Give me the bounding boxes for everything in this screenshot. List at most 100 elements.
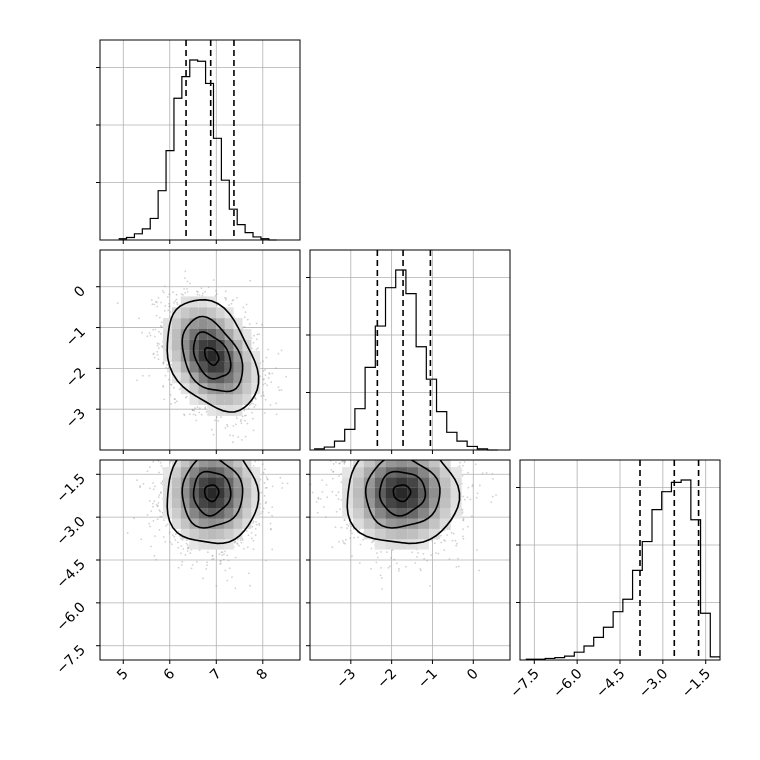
scatter-point <box>250 537 253 540</box>
density-cell <box>207 436 216 446</box>
scatter-point <box>186 539 188 542</box>
density-cell <box>207 508 216 519</box>
density-cell <box>242 383 252 395</box>
scatter-point <box>244 311 247 314</box>
scatter-point <box>269 404 272 406</box>
scatter-point <box>264 398 267 401</box>
scatter-point <box>226 554 229 557</box>
scatter-point <box>255 523 258 526</box>
density-cell <box>233 329 243 340</box>
scatter-point <box>167 366 170 369</box>
scatter-point <box>152 460 155 463</box>
scatter-point <box>265 476 268 478</box>
density-cell <box>233 318 243 329</box>
scatter-point <box>389 565 391 568</box>
density-cell <box>189 477 199 488</box>
scatter-point <box>263 482 266 484</box>
scatter-point <box>264 487 267 489</box>
scatter-point <box>160 345 163 348</box>
histogram-step <box>525 479 720 660</box>
scatter-point <box>191 409 194 412</box>
scatter-point <box>187 456 189 458</box>
scatter-point <box>197 418 199 420</box>
panel-frame <box>309 249 511 451</box>
scatter-point <box>232 441 234 444</box>
y-tick-label: −6.0 <box>53 599 88 634</box>
contour-line <box>166 460 260 545</box>
scatter-point <box>245 414 248 417</box>
scatter-point <box>409 458 411 460</box>
density-cell <box>207 446 216 456</box>
density-cell <box>216 539 225 550</box>
density-cell <box>242 487 252 498</box>
scatter-point <box>259 440 261 442</box>
scatter-point <box>172 291 175 293</box>
scatter-point <box>208 454 210 456</box>
scatter-point <box>455 566 458 568</box>
scatter-point <box>175 298 178 301</box>
density-cell <box>207 539 216 550</box>
scatter-point <box>271 372 274 375</box>
scatter-point <box>195 419 198 422</box>
scatter-point <box>204 457 206 459</box>
scatter-point <box>226 579 229 582</box>
scatter-point <box>206 457 208 459</box>
scatter-point <box>192 413 195 416</box>
scatter-point <box>176 303 179 306</box>
scatter-point <box>234 454 236 456</box>
density-cell <box>189 361 199 373</box>
scatter-point <box>155 314 158 317</box>
scatter-point <box>187 546 190 548</box>
scatter-point <box>221 443 223 445</box>
scatter-point <box>421 457 423 459</box>
scatter-point <box>253 334 256 337</box>
density-cell <box>233 383 243 395</box>
scatter-point <box>345 538 347 541</box>
scatter-point <box>162 361 165 364</box>
density-cell <box>180 350 190 362</box>
scatter-point <box>231 423 233 425</box>
scatter-point <box>198 453 200 455</box>
density-cell <box>233 498 243 509</box>
scatter-point <box>265 559 267 562</box>
scatter-point <box>175 453 177 455</box>
scatter-point <box>141 374 144 377</box>
scatter-point <box>199 455 201 457</box>
scatter-point <box>205 416 207 418</box>
scatter-point <box>189 413 191 415</box>
scatter-point <box>342 541 345 544</box>
scatter-point <box>208 434 210 436</box>
scatter-point <box>264 374 267 376</box>
scatter-point <box>180 293 183 295</box>
scatter-point <box>457 565 460 568</box>
scatter-point <box>208 439 210 441</box>
density-cell <box>225 436 234 446</box>
scatter-point <box>199 455 201 457</box>
histogram-panel <box>96 39 301 244</box>
scatter-point <box>195 446 197 448</box>
density-cell <box>171 518 181 529</box>
density-cell <box>242 361 252 373</box>
scatter-point <box>231 452 233 454</box>
scatter-point <box>207 458 209 460</box>
scatter-point <box>402 452 404 454</box>
scatter-point <box>220 551 223 554</box>
scatter-point <box>271 548 274 551</box>
scatter-point <box>223 455 225 457</box>
scatter-point <box>243 547 245 550</box>
density-cell <box>198 350 208 362</box>
scatter-point <box>277 386 280 388</box>
scatter-point <box>227 416 229 418</box>
scatter-point <box>142 483 145 485</box>
density-cell <box>198 529 208 540</box>
scatter-point <box>230 302 233 305</box>
scatter-point <box>225 434 227 436</box>
scatter-point <box>146 335 149 338</box>
scatter-point <box>245 530 248 532</box>
density-cell <box>233 339 243 351</box>
scatter-point <box>169 311 172 313</box>
scatter-point <box>168 378 170 381</box>
scatter-point <box>252 522 255 524</box>
scatter-point <box>281 482 284 484</box>
density-cell <box>189 372 199 384</box>
